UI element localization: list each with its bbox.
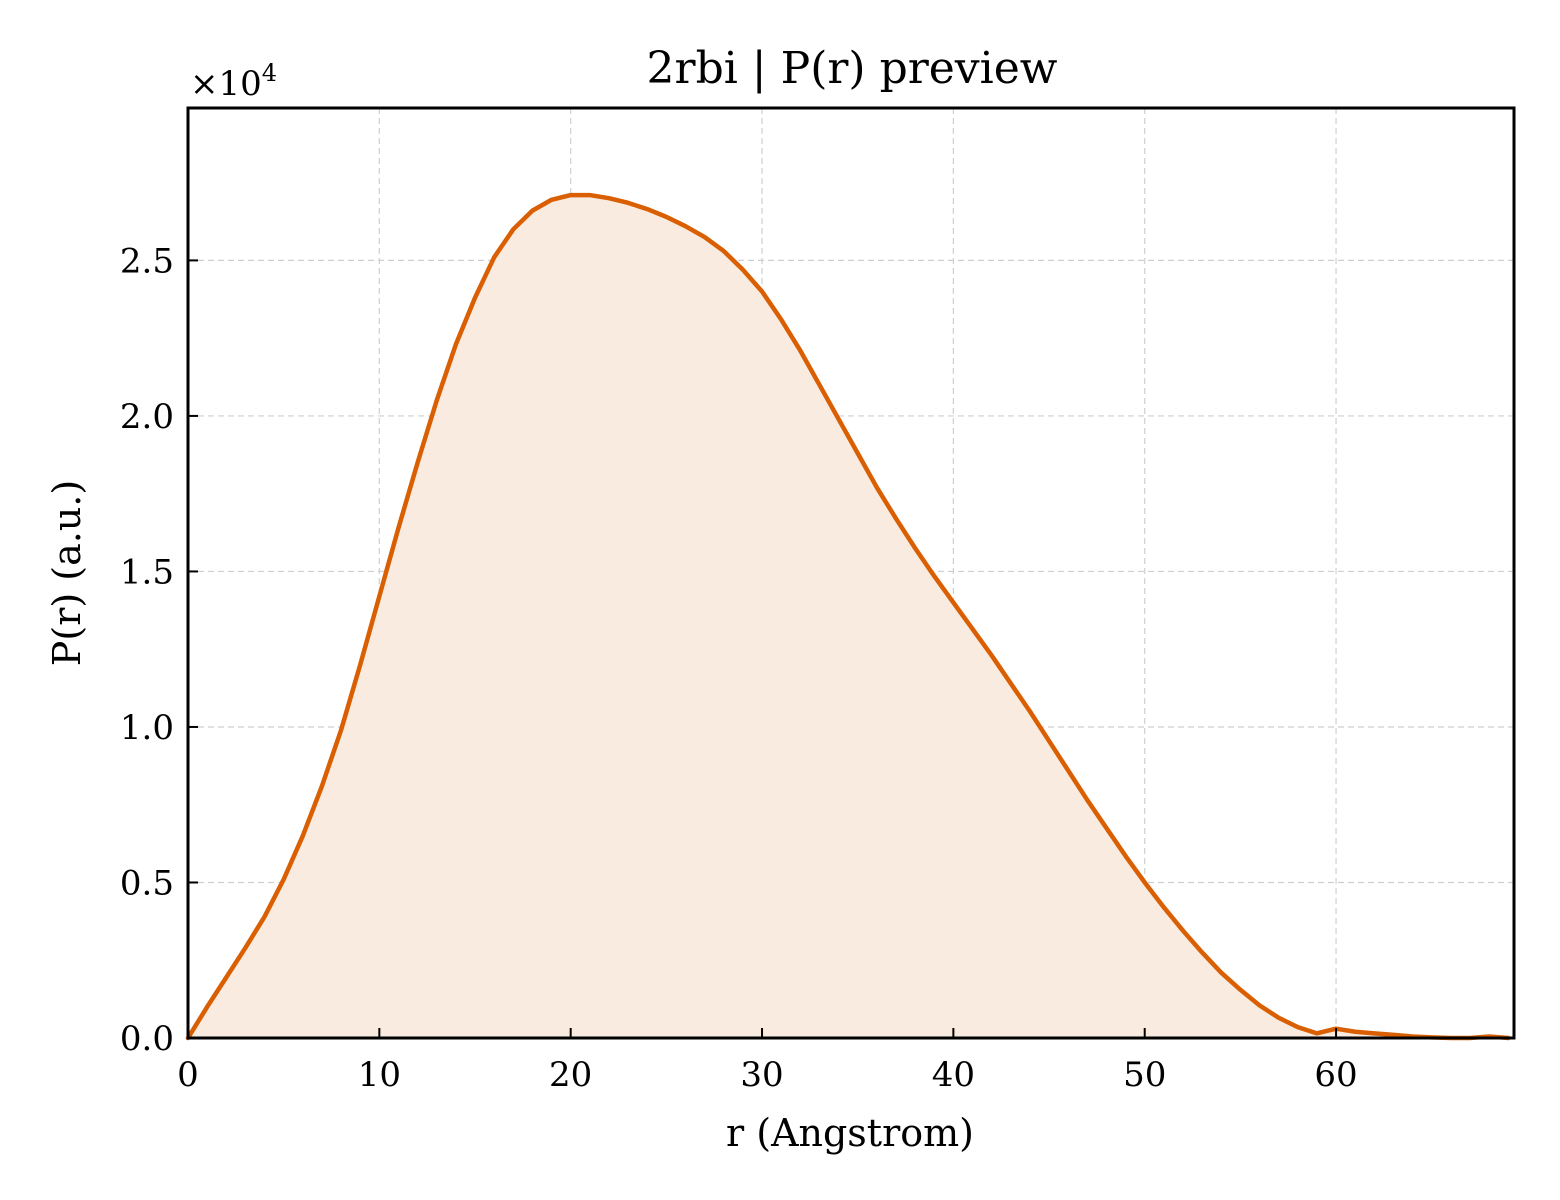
axis-ticks: 0 10 20 30 40 50 60 0.0 0.5 1.0 1.5 2.0 2.5 [120, 241, 1358, 1095]
x-tick-label: 10 [358, 1055, 401, 1095]
y-multiplier-label: ×104 [190, 59, 277, 104]
y-tick-label: 2.5 [120, 241, 174, 281]
y-tick-label: 0.0 [120, 1019, 174, 1059]
x-tick-label: 50 [1123, 1055, 1166, 1095]
x-tick-label: 0 [177, 1055, 199, 1095]
y-tick-label: 2.0 [120, 397, 174, 437]
plot-frame [186, 106, 1516, 1040]
y-multiplier-base: ×10 [190, 64, 262, 104]
y-multiplier-exponent: 4 [262, 59, 277, 87]
x-axis-label: r (Angstrom) [726, 1111, 974, 1155]
chart-title: 2rbi | P(r) preview [647, 43, 1058, 94]
x-tick-label: 20 [549, 1055, 592, 1095]
series-line [185, 192, 1511, 1041]
area-fill [188, 195, 1509, 1039]
x-tick-label: 60 [1314, 1055, 1357, 1095]
y-tick-label: 0.5 [120, 863, 174, 903]
x-tick-label: 40 [932, 1055, 975, 1095]
y-tick-label: 1.0 [120, 708, 174, 748]
x-tick-label: 30 [740, 1055, 783, 1095]
y-axis-label: P(r) (a.u.) [45, 480, 89, 666]
y-tick-label: 1.5 [120, 552, 174, 592]
